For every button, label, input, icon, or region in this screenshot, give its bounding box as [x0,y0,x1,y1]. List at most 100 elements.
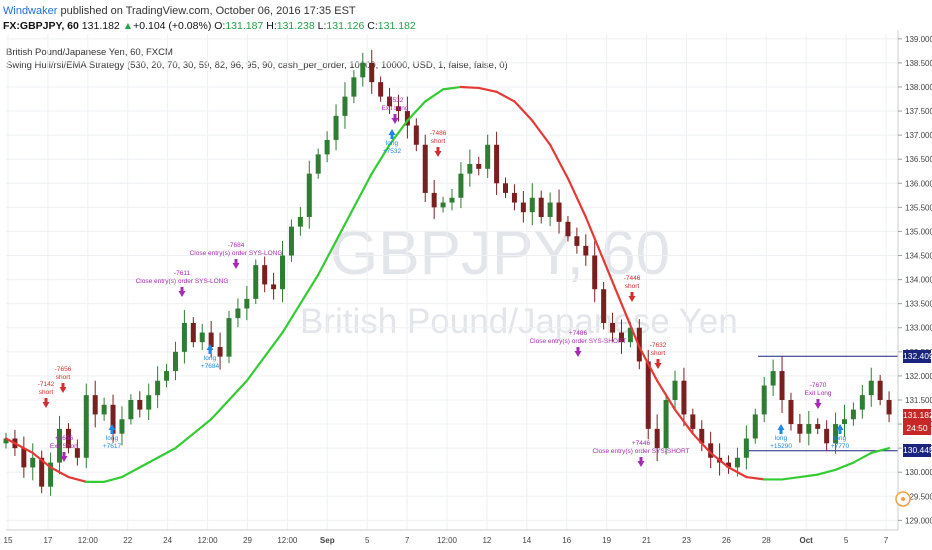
y-tick-label: 139.000 [905,35,932,44]
publish-line: Windwaker published on TradingView.com, … [3,5,356,17]
ema-segment [620,302,641,349]
ema-segment [834,461,855,471]
y-tick-label: 137.500 [905,107,932,116]
x-tick-label: 29 [243,536,252,545]
signal-label: long [204,355,217,362]
candle-body [565,221,571,237]
signal-pnl: -7446 [624,275,641,282]
candle-body [511,192,517,203]
x-tick-label: 7 [884,536,889,545]
candle-body [833,424,839,444]
candle-body [92,395,98,415]
signal-label: Close entry(s) order SYS-SHORT [529,338,626,345]
ema-segment [745,475,766,481]
x-tick-label: 14 [522,536,531,545]
ema-line [4,85,891,483]
candle-body [770,371,776,386]
y-tick-label: 132.000 [905,372,932,381]
candle-body [208,332,214,348]
watermark-symbol: GBPJPY, 60 [330,219,671,288]
candle-body [342,96,348,116]
y-tick-label: 130.000 [905,468,932,477]
candle-body [547,202,553,217]
candle-body [297,216,303,227]
candle-body [324,139,330,155]
signal-pnl: -7486 [430,130,447,137]
signal-label: Close entry(s) order SYS-SHORT [592,448,689,455]
candle-body [752,414,758,439]
candle-body [119,419,125,434]
ema-segment [852,451,873,464]
x-tick-label: 5 [844,536,849,545]
candle-body [520,202,526,213]
upper-price-tag: 132.409 [903,349,932,363]
ema-segment [227,379,248,402]
ema-segment [334,206,355,243]
candle-body [663,399,669,449]
x-tick-label: 22 [123,536,132,545]
candle-body [30,457,36,468]
candle-body [797,424,803,434]
x-tick-label: 23 [682,536,691,545]
signal-pnl: +7770 [831,443,850,450]
author-link[interactable]: Windwaker [3,5,58,17]
signal-arrow-icon [628,292,636,302]
candle-body [48,462,54,487]
candle-body [601,289,607,323]
y-tick-label: 138.000 [905,83,932,92]
ema-segment [727,466,748,479]
countdown-tag: 24:50 [903,422,931,436]
ema-segment [495,90,516,103]
signal-label: Exit Long [804,390,831,397]
signal-arrow-icon [637,457,645,467]
candle-body [155,380,161,396]
candle-body [226,318,232,357]
candle-body [556,202,562,222]
ema-segment [673,408,694,435]
candle-body [467,164,473,174]
x-tick-label: 26 [722,536,731,545]
signal-label: long [386,140,399,147]
strategy-legend[interactable]: Swing Hull/rsi/EMA Strategy (530, 20, 70… [6,60,508,71]
y-tick-label: 133.500 [905,300,932,309]
candle-body [841,419,847,425]
candle-body [404,111,410,126]
watermark-name: British Pound/Japanese Yen [300,302,738,341]
ema-segment [816,468,837,476]
candle-body [164,371,170,381]
ema-segment [263,331,284,358]
signal-arrow-icon [388,129,396,139]
x-tick-label: Sep [320,536,335,545]
ema-segment [513,100,534,122]
candle-body [172,351,178,372]
candle-body [734,457,740,468]
signal-arrow-icon [391,114,399,124]
y-tick-label: 137.000 [905,131,932,140]
signal-arrow-icon [60,452,68,462]
candle-body [850,409,856,420]
ema-segment [441,85,463,91]
candle-body [315,154,321,174]
candle-body [815,424,821,429]
candles [3,49,892,496]
candle-body [351,77,357,97]
ema-segment [638,345,659,382]
ema-segment [709,451,730,469]
candle-body [592,255,598,290]
signal-label: short [56,374,71,381]
signal-pnl: +7656 [55,435,74,442]
candle-body [128,399,134,420]
candle-body [431,192,437,208]
symbol-label: FX:GBPJPY, 60 [3,20,79,32]
signal-pnl: -7670 [810,382,827,389]
ema-segment [549,143,570,180]
x-tick-label: 12:00 [277,536,298,545]
candle-body [181,322,187,352]
signal-label: short [431,138,446,145]
candle-body [699,428,705,444]
x-tick-label: 24 [163,536,172,545]
x-tick-label: 19 [602,536,611,545]
candle-body [672,380,678,400]
